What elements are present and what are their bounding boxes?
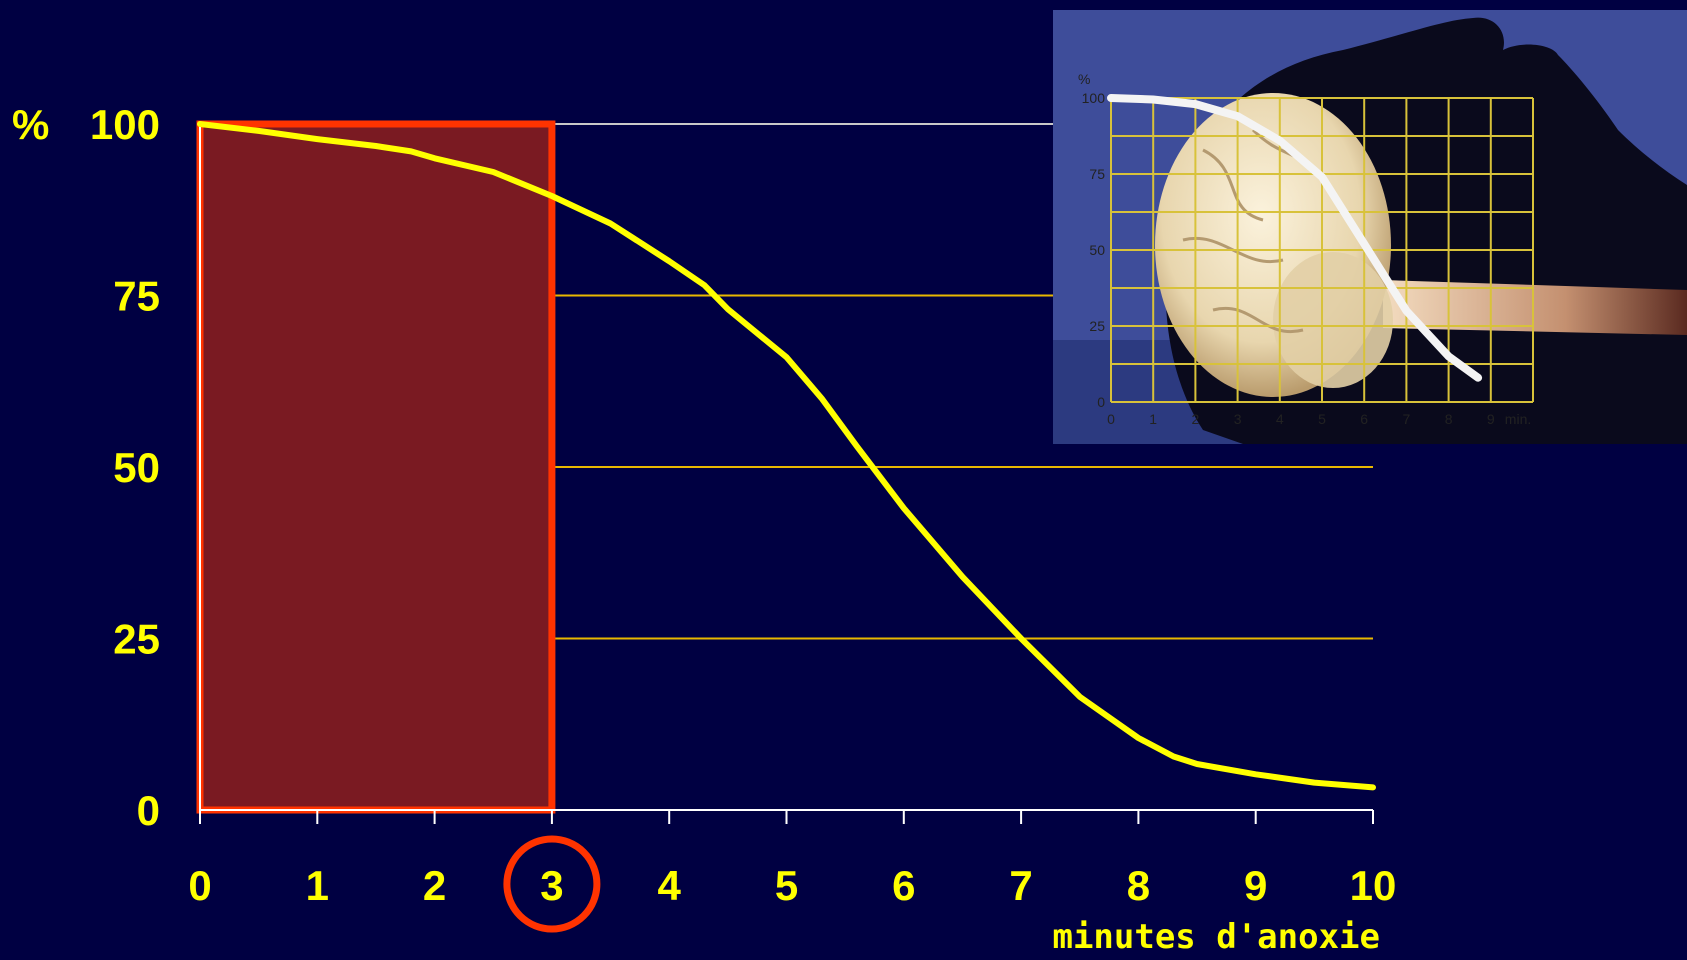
x-tick-label: 5: [775, 862, 798, 909]
x-tick-label: 3: [540, 862, 563, 909]
x-tick-label: 6: [892, 862, 915, 909]
x-tick-label: 0: [188, 862, 211, 909]
axes: [199, 124, 1374, 824]
inset-x-tick-label: 5: [1318, 411, 1326, 427]
y-tick-label: 0: [137, 787, 160, 834]
inset-x-tick-label: 2: [1192, 411, 1200, 427]
y-tick-label: 100: [90, 101, 160, 148]
x-tick-label: 10: [1350, 862, 1397, 909]
highlight-layer: [196, 120, 556, 814]
inset-x-tick-label: 8: [1445, 411, 1453, 427]
highlight-tick-circle: [503, 835, 601, 933]
y-unit-label: %: [12, 101, 49, 148]
inset-x-tick-labels: 0 1 2 3 4 5 6 7 8 9 min.: [1107, 411, 1531, 427]
inset-y-tick-labels: 100 75 50 25 0: [1082, 90, 1106, 410]
inset-x-unit: min.: [1505, 411, 1531, 427]
inset-x-tick-label: 3: [1234, 411, 1242, 427]
x-tick-label: 1: [306, 862, 329, 909]
inset-x-tick-label: 1: [1149, 411, 1157, 427]
inset-x-tick-label: 9: [1487, 411, 1495, 427]
x-tick-label: 8: [1127, 862, 1150, 909]
inset-y-tick-label: 25: [1089, 318, 1105, 334]
inset-x-tick-label: 4: [1276, 411, 1284, 427]
inset-illustration: 100 75 50 25 0 0 1 2 3 4 5 6 7 8 9 min. %: [1053, 10, 1687, 444]
inset-curve: [1107, 94, 1483, 382]
x-axis-label: minutes d'anoxie: [1052, 917, 1380, 957]
trachea-tube: [1383, 280, 1687, 335]
y-tick-labels: 0 25 50 75 100%: [12, 101, 160, 834]
inset-y-unit: %: [1078, 71, 1090, 87]
curve-layer: [197, 121, 1376, 791]
x-tick-label: 7: [1009, 862, 1032, 909]
inset-y-tick-label: 75: [1089, 166, 1105, 182]
inset-y-tick-label: 50: [1089, 242, 1105, 258]
y-tick-label: 25: [113, 616, 160, 663]
highlight-region: [196, 120, 556, 814]
y-tick-label: 50: [113, 444, 160, 491]
x-tick-labels: 0 1 2 3 4 5 6 7 8 9 10: [188, 835, 1397, 933]
x-tick-label: 2: [423, 862, 446, 909]
x-tick-label: 9: [1244, 862, 1267, 909]
inset-y-tick-label: 100: [1082, 90, 1106, 106]
inset-y-tick-label: 0: [1097, 394, 1105, 410]
inset-x-tick-label: 6: [1360, 411, 1368, 427]
y-tick-label: 75: [113, 273, 160, 320]
x-tick-label: 4: [658, 862, 682, 909]
inset-x-tick-label: 0: [1107, 411, 1115, 427]
inset-x-tick-label: 7: [1403, 411, 1411, 427]
brain-inset-picture: 100 75 50 25 0 0 1 2 3 4 5 6 7 8 9 min. %: [1053, 10, 1687, 444]
